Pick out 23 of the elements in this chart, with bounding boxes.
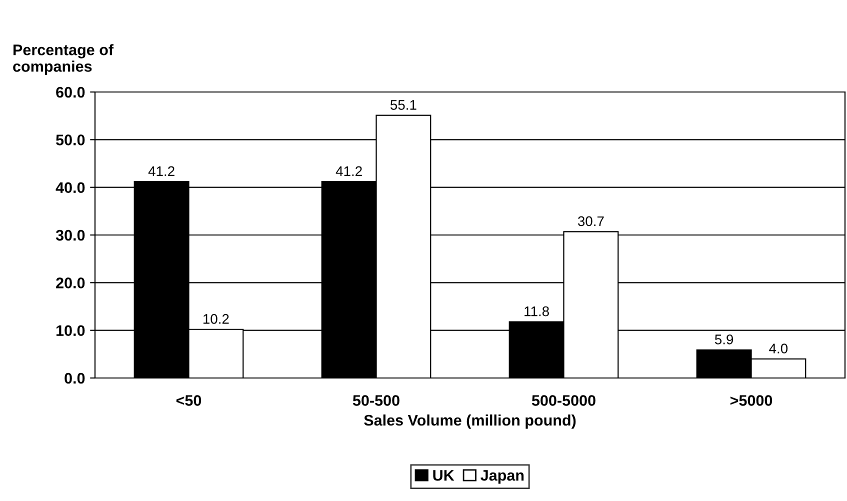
x-tick-label: >5000 [730,395,772,406]
data-label: 4.0 [769,344,788,354]
data-label: 41.2 [336,166,362,176]
data-label: 5.9 [714,334,734,344]
data-label: 11.8 [524,306,549,316]
legend-label: Japan [480,470,524,484]
data-label: 30.7 [578,216,604,226]
x-tick-label: <50 [176,395,202,406]
y-tick-label: 50.0 [56,134,85,146]
legend-label: UK [433,470,454,481]
y-tick-label: 30.0 [56,230,85,241]
y-tick-label: 10.0 [56,325,85,336]
y-tick-label: 20.0 [56,278,85,288]
x-tick-label: 50-500 [352,395,400,406]
y-tick-label: 0.0 [64,372,85,384]
y-tick-label: 60.0 [56,86,85,98]
y-tick-label: 40.0 [56,182,85,194]
x-axis-title: Sales Volume (million pound) [364,414,576,429]
data-label: 41.2 [148,166,174,176]
data-label: 55.1 [390,100,416,110]
y-axis-title: Percentage of companies [13,44,114,75]
data-label: 10.2 [203,314,229,324]
x-tick-label: 500-5000 [532,395,596,406]
